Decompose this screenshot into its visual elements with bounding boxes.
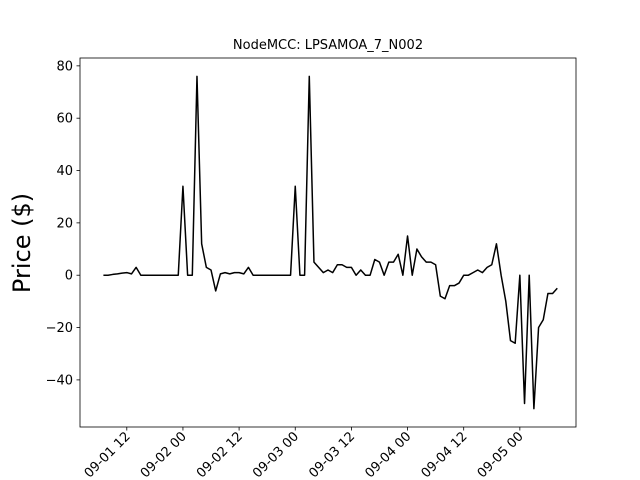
y-tick-label: −40 [46,373,73,388]
chart-title: NodeMCC: LPSAMOA_7_N002 [233,38,423,53]
y-axis-label: Price ($) [8,193,36,293]
y-tick-label: 40 [56,164,73,179]
plot-frame [79,57,577,428]
price-line [103,75,558,410]
y-tick-label: 60 [56,112,73,127]
y-tick-label: 0 [65,269,73,284]
y-tick-label: 80 [56,59,73,74]
y-tick-label: −20 [46,321,73,336]
y-tick-label: 20 [56,216,73,231]
